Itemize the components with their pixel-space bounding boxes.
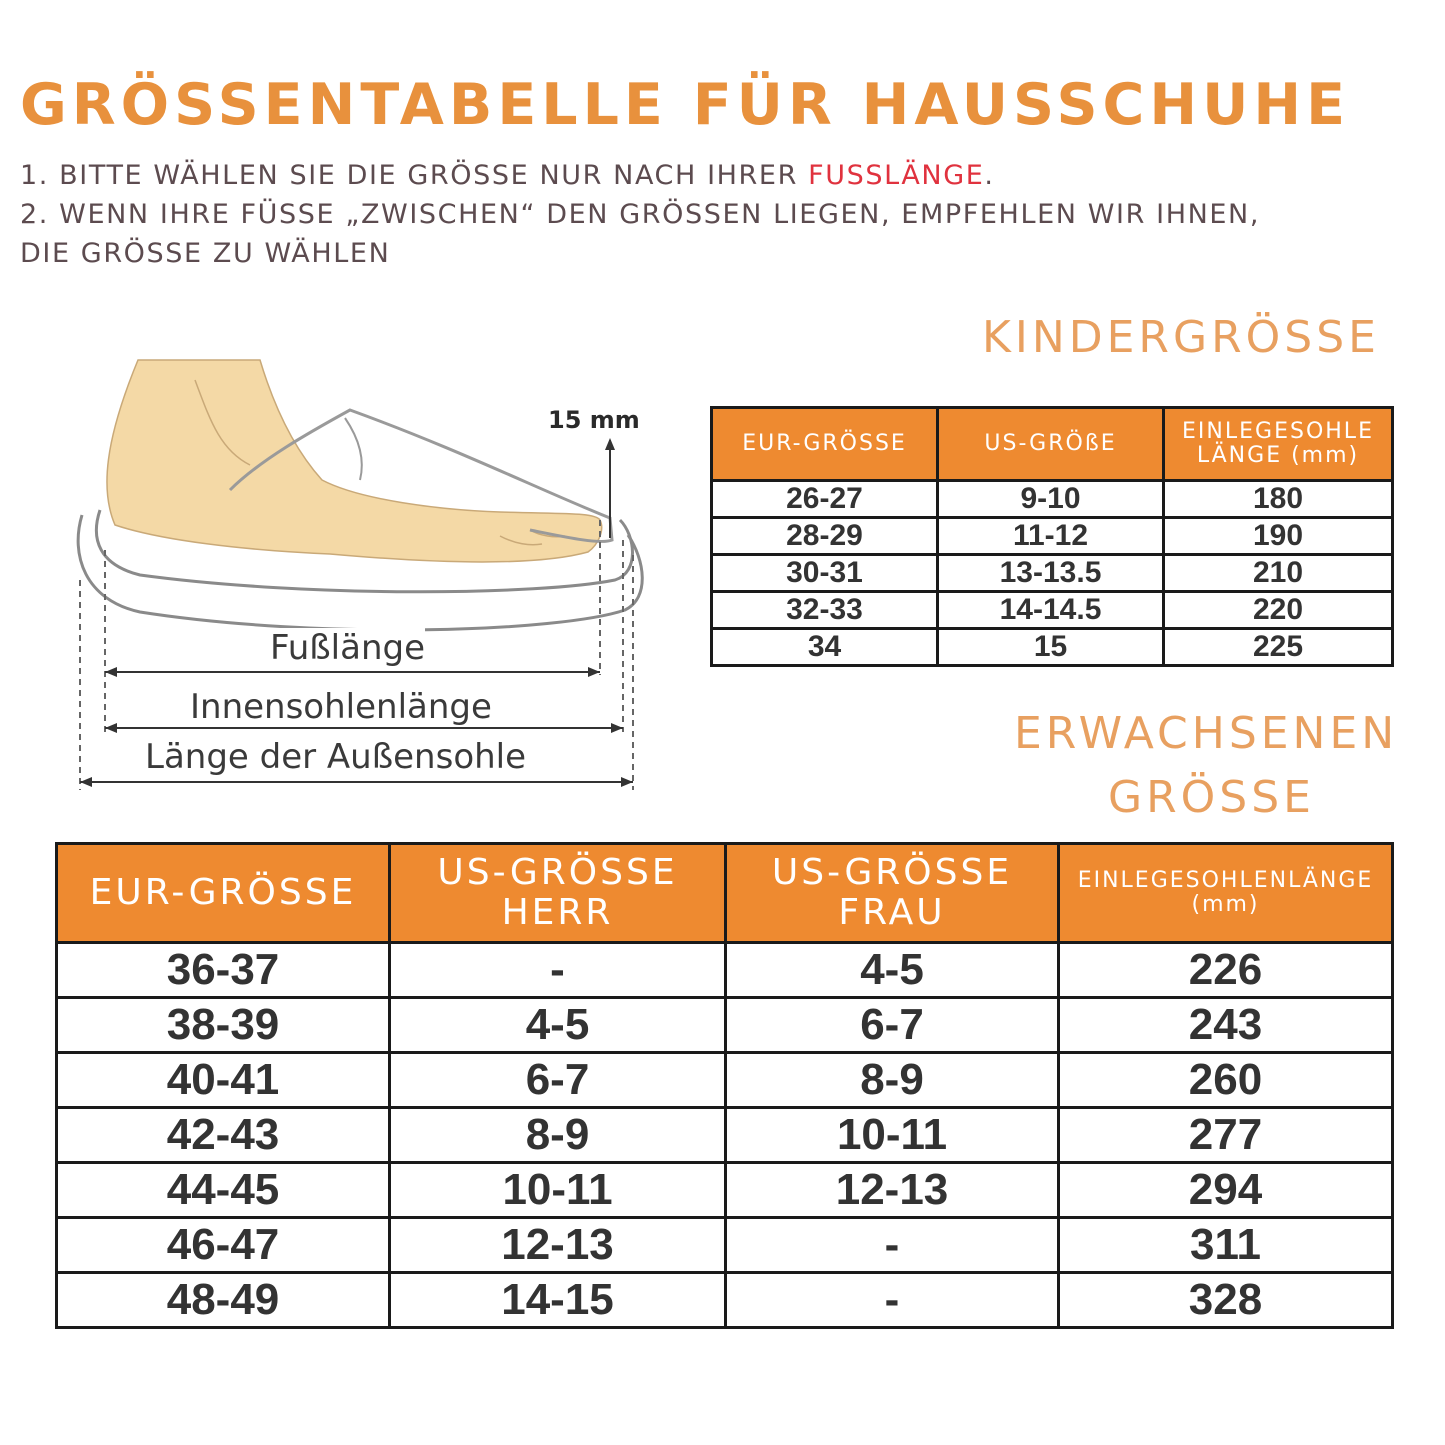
table-cell: 225 bbox=[1162, 627, 1394, 667]
kids-size-title: KINDERGRÖSSE bbox=[982, 312, 1380, 363]
column-header: US-GRÖSSE HERR bbox=[388, 842, 727, 944]
table-cell: 12-13 bbox=[388, 1216, 727, 1274]
table-cell: 8-9 bbox=[724, 1051, 1060, 1109]
instruction-line-2: 2. WENN IHRE FÜSSE „ZWISCHEN“ DEN GRÖSSE… bbox=[20, 199, 1261, 230]
table-cell: 220 bbox=[1162, 590, 1394, 630]
table-row: 46-47 12-13-311 bbox=[55, 1216, 1394, 1274]
table-header-row: EUR-GRÖSSE US-GRÖßE EINLEGESOHLE LÄNGE (… bbox=[710, 406, 1394, 482]
table-cell: 311 bbox=[1057, 1216, 1394, 1274]
column-header: EUR-GRÖSSE bbox=[55, 842, 391, 944]
foot-measurement-diagram: 15 mm Fußlänge Innensohlenlänge Länge de… bbox=[60, 340, 700, 810]
slipper-upper-inner bbox=[344, 417, 363, 481]
instruction-line-1: 1. BITTE WÄHLEN SIE DIE GRÖSSE NUR NACH … bbox=[20, 160, 1430, 191]
table-cell: 14-15 bbox=[388, 1271, 727, 1329]
table-row: 32-33 14-14.5 220 bbox=[710, 590, 1394, 630]
column-header: EUR-GRÖSSE bbox=[710, 406, 939, 482]
table-cell: 40-41 bbox=[55, 1051, 391, 1109]
column-header: EINLEGESOHLE LÄNGE (mm) bbox=[1162, 406, 1394, 482]
foot-length-highlight: FUSSLÄNGE bbox=[808, 160, 985, 191]
table-cell: 6-7 bbox=[388, 1051, 727, 1109]
adult-size-title-line-2: GRÖSSE bbox=[1108, 772, 1315, 823]
outsole-length-label: Länge der Außensohle bbox=[145, 737, 527, 777]
table-cell: 48-49 bbox=[55, 1271, 391, 1329]
table-row: 30-31 13-13.5 210 bbox=[710, 553, 1394, 593]
table-cell: - bbox=[724, 1271, 1060, 1329]
table-cell: 11-12 bbox=[936, 516, 1165, 556]
instruction-line-1-end: . bbox=[984, 160, 995, 191]
table-cell: 30-31 bbox=[710, 553, 939, 593]
adult-size-title-line-1: ERWACHSENEN bbox=[1014, 708, 1399, 759]
table-cell: 44-45 bbox=[55, 1161, 391, 1219]
table-cell: - bbox=[388, 941, 727, 999]
table-cell: 226 bbox=[1057, 941, 1394, 999]
table-header-row: EUR-GRÖSSE US-GRÖSSE HERR US-GRÖSSE FRAU… bbox=[55, 842, 1394, 944]
table-cell: 4-5 bbox=[388, 996, 727, 1054]
table-cell: 190 bbox=[1162, 516, 1394, 556]
table-cell: 243 bbox=[1057, 996, 1394, 1054]
table-row: 34 15 225 bbox=[710, 627, 1394, 667]
table-cell: 14-14.5 bbox=[936, 590, 1165, 630]
slipper-upper bbox=[228, 408, 614, 543]
table-cell: 10-11 bbox=[724, 1106, 1060, 1164]
column-header: US-GRÖSSE FRAU bbox=[724, 842, 1060, 944]
table-cell: 46-47 bbox=[55, 1216, 391, 1274]
page-title: GRÖSSENTABELLE FÜR HAUSSCHUHE bbox=[20, 72, 1351, 138]
table-cell: 9-10 bbox=[936, 479, 1165, 519]
table-row: 36-37-4-5 226 bbox=[55, 941, 1394, 999]
table-cell: 32-33 bbox=[710, 590, 939, 630]
table-cell: 6-7 bbox=[724, 996, 1060, 1054]
table-row: 38-39 4-5 6-7 243 bbox=[55, 996, 1394, 1054]
instruction-line-1-text: 1. BITTE WÄHLEN SIE DIE GRÖSSE NUR NACH … bbox=[20, 160, 809, 191]
table-row: 28-29 11-12 190 bbox=[710, 516, 1394, 556]
table-row: 44-45 10-11 12-13 294 bbox=[55, 1161, 1394, 1219]
table-cell: 42-43 bbox=[55, 1106, 391, 1164]
column-header: US-GRÖßE bbox=[936, 406, 1165, 482]
column-header: EINLEGESOHLENLÄNGE (mm) bbox=[1057, 842, 1394, 944]
kids-size-table: EUR-GRÖSSE US-GRÖßE EINLEGESOHLE LÄNGE (… bbox=[710, 406, 1394, 667]
table-cell: 38-39 bbox=[55, 996, 391, 1054]
table-cell: 13-13.5 bbox=[936, 553, 1165, 593]
table-cell: 4-5 bbox=[724, 941, 1060, 999]
insole-length-label: Innensohlenlänge bbox=[190, 687, 492, 727]
table-cell: 210 bbox=[1162, 553, 1394, 593]
table-cell: 34 bbox=[710, 627, 939, 667]
table-cell: 8-9 bbox=[388, 1106, 727, 1164]
heel-crease bbox=[194, 379, 251, 466]
table-row: 40-41 6-7 8-9 260 bbox=[55, 1051, 1394, 1109]
table-cell: 12-13 bbox=[724, 1161, 1060, 1219]
allowance-label: 15 mm bbox=[548, 406, 640, 434]
adult-size-table: EUR-GRÖSSE US-GRÖSSE HERR US-GRÖSSE FRAU… bbox=[55, 842, 1394, 1329]
insole-outline bbox=[94, 509, 634, 594]
table-cell: 26-27 bbox=[710, 479, 939, 519]
table-row: 48-49 14-15-328 bbox=[55, 1271, 1394, 1329]
foot-in-slipper-illustration bbox=[76, 359, 644, 790]
instruction-line-3: DIE GRÖSSE ZU WÄHLEN bbox=[20, 238, 391, 269]
table-cell: 294 bbox=[1057, 1161, 1394, 1219]
table-row: 26-27 9-10 180 bbox=[710, 479, 1394, 519]
table-cell: 328 bbox=[1057, 1271, 1394, 1329]
table-cell: - bbox=[724, 1216, 1060, 1274]
table-cell: 260 bbox=[1057, 1051, 1394, 1109]
table-cell: 10-11 bbox=[388, 1161, 727, 1219]
foot-length-label: Fußlänge bbox=[270, 628, 425, 668]
table-cell: 36-37 bbox=[55, 941, 391, 999]
foot-shape bbox=[106, 359, 603, 563]
table-cell: 277 bbox=[1057, 1106, 1394, 1164]
table-cell: 15 bbox=[936, 627, 1165, 667]
table-cell: 28-29 bbox=[710, 516, 939, 556]
table-row: 42-43 8-9 10-11 277 bbox=[55, 1106, 1394, 1164]
table-cell: 180 bbox=[1162, 479, 1394, 519]
